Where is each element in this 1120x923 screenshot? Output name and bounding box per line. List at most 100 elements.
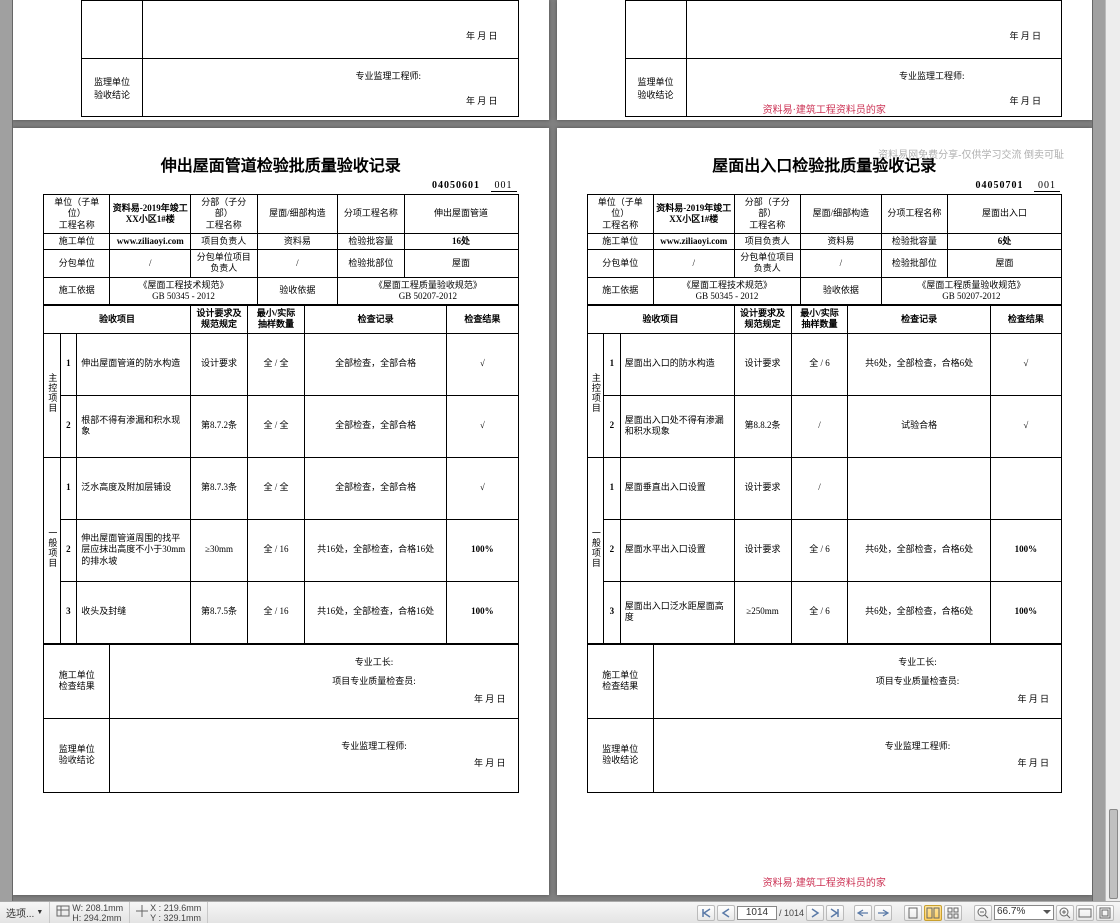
cell: 全 / 6: [791, 333, 848, 395]
cell: 全 / 6: [791, 519, 848, 581]
back-view-button[interactable]: [854, 905, 872, 921]
cell: 设计要求: [734, 457, 791, 519]
fullscreen-button[interactable]: [1096, 905, 1114, 921]
page-title-left: 伸出屋面管道检验批质量验收记录: [43, 152, 519, 176]
scroll-thumb[interactable]: [1109, 809, 1118, 899]
size-readout: W: 208.1mmH: 294.2mm: [50, 902, 130, 923]
first-page-button[interactable]: [697, 905, 715, 921]
cell: 根部不得有渗漏和积水现象: [77, 395, 191, 457]
cell: 屋面垂直出入口设置: [620, 457, 734, 519]
prev-page-button[interactable]: [717, 905, 735, 921]
cell: 全 / 16: [248, 581, 305, 643]
cell: 共6处，全部检查，合格6处: [848, 581, 990, 643]
form-header-left: 单位（子单位） 工程名称 资料易-2019年竣工 XX小区1#楼 分部（子分部）…: [43, 194, 519, 305]
zoom-select[interactable]: 66.7%: [994, 905, 1054, 920]
cell: √: [447, 333, 518, 395]
page-spread: 年 月 日 监理单位 验收结论 专业监理工程师: 年 月 日 伸出屋面管道检验批…: [13, 0, 1092, 901]
cell: /: [791, 395, 848, 457]
cursor-icon: [136, 905, 148, 920]
cell: ≥250mm: [734, 581, 791, 643]
page-left-stub: 年 月 日 监理单位 验收结论 专业监理工程师: 年 月 日: [13, 0, 549, 120]
right-column: 年 月 日 监理单位 验收结论 专业监理工程师:年 月 日 资料易·建筑工程资料…: [557, 0, 1093, 895]
cell: 全 / 全: [248, 395, 305, 457]
cell: √: [447, 457, 518, 519]
last-page-button[interactable]: [826, 905, 844, 921]
grid-view-icon[interactable]: [944, 905, 962, 921]
cell: 共6处，全部检查，合格6处: [848, 333, 990, 395]
cell: /: [791, 457, 848, 519]
prev-date-1: 年 月 日: [263, 29, 513, 42]
cell: 2: [60, 395, 77, 457]
forward-view-button[interactable]: [874, 905, 892, 921]
cell: 共16处，全部检查，合格16处: [304, 581, 446, 643]
cell: 2: [604, 519, 621, 581]
master-category: 主控项目: [44, 333, 61, 457]
cell: 伸出屋面管道的防水构造: [77, 333, 191, 395]
right-ruler: [1092, 0, 1105, 901]
signature-right: 施工单位 检查结果 专业工长: 项目专业质量检查员: 年 月 日 监理单位 验收…: [587, 644, 1063, 793]
cell: 1: [60, 457, 77, 519]
options-button[interactable]: 选项... ▼: [0, 902, 50, 923]
cell: 全部检查，全部合格: [304, 395, 446, 457]
cell: 1: [604, 457, 621, 519]
left-ruler: [0, 0, 13, 901]
cell: 全 / 全: [248, 333, 305, 395]
page-total: 1014: [784, 908, 804, 918]
stub-cell: [82, 1, 143, 59]
cell: 设计要求: [734, 519, 791, 581]
watermark-bottom: 资料易·建筑工程资料员的家: [763, 101, 886, 116]
general-category: 一般项目: [44, 457, 61, 643]
cell: 全 / 全: [248, 457, 305, 519]
zoom-group: 66.7%: [968, 902, 1120, 923]
cell: 100%: [990, 519, 1061, 581]
page-left-full: 伸出屋面管道检验批质量验收记录 04050601 001 单位（子单位） 工程名…: [13, 128, 549, 895]
workspace: 年 月 日 监理单位 验收结论 专业监理工程师: 年 月 日 伸出屋面管道检验批…: [0, 0, 1120, 901]
cursor-readout: X : 219.6mmY : 329.1mm: [130, 902, 208, 923]
zoom-out-button[interactable]: [974, 905, 992, 921]
chief-eng: 专业监理工程师:: [112, 741, 515, 752]
zoom-in-button[interactable]: [1056, 905, 1074, 921]
size-icon: [56, 905, 70, 920]
two-page-icon[interactable]: [924, 905, 942, 921]
cell: √: [447, 395, 518, 457]
cell: 共16处，全部检查，合格16处: [304, 519, 446, 581]
status-bar: 选项... ▼ W: 208.1mmH: 294.2mm X : 219.6mm…: [0, 901, 1120, 923]
cell: 1: [604, 333, 621, 395]
cell: 屋面出入口的防水构造: [620, 333, 734, 395]
prev-date-2: 年 月 日: [263, 94, 513, 107]
cell: 1: [60, 333, 77, 395]
fit-width-button[interactable]: [1076, 905, 1094, 921]
cell: 伸出屋面管道周围的找平层应抹出高度不小于30mm的排水坡: [77, 519, 191, 581]
cell: 共6处，全部检查，合格6处: [848, 519, 990, 581]
cell: 全部检查，全部合格: [304, 457, 446, 519]
cell: √: [990, 395, 1061, 457]
general-category: 一般项目: [587, 457, 604, 643]
cell: 全 / 16: [248, 519, 305, 581]
form-code-right: 04050701 001: [587, 180, 1061, 192]
form-header-right: 单位（子单位） 工程名称 资料易-2019年竣工 XX小区1#楼 分部（子分部）…: [587, 194, 1063, 305]
single-page-icon[interactable]: [904, 905, 922, 921]
qc-inspector: 项目专业质量检查员:: [112, 676, 515, 687]
page-right-full: 资料易网免费分享-仅供学习交流 倒卖可耻 屋面出入口检验批质量验收记录 0405…: [557, 128, 1093, 895]
page-input[interactable]: 1014: [737, 906, 777, 920]
form-code-left: 04050601 001: [43, 180, 517, 192]
cell: [848, 457, 990, 519]
next-page-button[interactable]: [806, 905, 824, 921]
cell: 屋面出入口泛水距屋面高度: [620, 581, 734, 643]
cell: 屋面水平出入口设置: [620, 519, 734, 581]
inspect-table-left: 验收项目 设计要求及 规范规定 最小/实际 抽样数量 检查记录 检查结果 主控项…: [43, 305, 519, 644]
supervisor-label-stub: 监理单位 验收结论: [82, 59, 143, 117]
cell: 3: [604, 581, 621, 643]
watermark-bottom-2: 资料易·建筑工程资料员的家: [763, 874, 886, 889]
cell: ≥30mm: [191, 519, 248, 581]
cell: 设计要求: [191, 333, 248, 395]
view-mode-group: [898, 902, 968, 923]
vertical-scrollbar[interactable]: [1105, 0, 1120, 901]
cell: 试验合格: [848, 395, 990, 457]
supervisor-sign-stub: 专业监理工程师: 年 月 日: [143, 59, 518, 117]
cell: √: [990, 333, 1061, 395]
cell: 100%: [447, 519, 518, 581]
chief-eng-label: 专业监理工程师:: [263, 69, 513, 82]
site-eng: 专业工长:: [112, 657, 515, 668]
cell: 2: [60, 519, 77, 581]
